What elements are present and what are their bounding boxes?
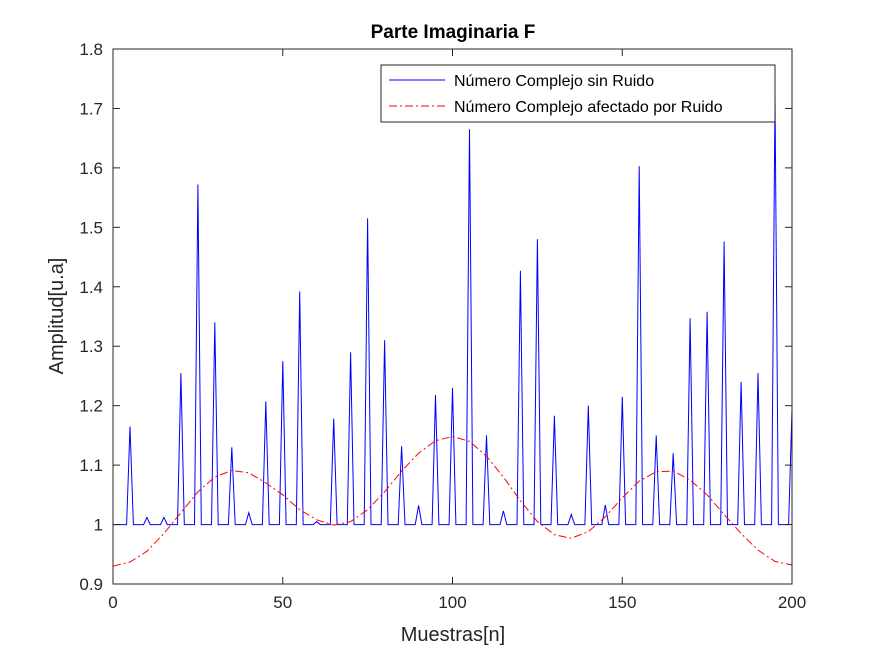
axes-background — [113, 49, 792, 584]
legend-label-afectado: Número Complejo afectado por Ruido — [454, 99, 723, 116]
ticks-layer: 0 50 100 150 200 0.9 1 1.1 1.2 1.3 1.4 1.5 1.6 1.7 1.8 — [79, 40, 806, 612]
y-tick-label-8: 1.7 — [79, 99, 103, 118]
y-tick-label-1: 1 — [94, 516, 103, 535]
x-tick-label-2: 100 — [438, 593, 466, 612]
series-line-sin-ruido — [113, 96, 793, 526]
y-tick-label-2: 1.1 — [79, 456, 103, 475]
x-tick-label-0: 0 — [108, 593, 117, 612]
series-line-afectado — [112, 436, 793, 567]
y-tick-label-3: 1.2 — [79, 397, 103, 416]
y-axis-label: Amplitud[u.a] — [46, 258, 68, 375]
x-tick-label-4: 200 — [778, 593, 806, 612]
y-tick-label-0: 0.9 — [79, 575, 103, 594]
y-tick-label-9: 1.8 — [79, 40, 103, 59]
y-tick-label-5: 1.4 — [79, 278, 103, 297]
legend: Número Complejo sin Ruido Número Complej… — [380, 64, 776, 123]
x-tick-label-1: 50 — [273, 593, 292, 612]
x-tick-label-3: 150 — [608, 593, 636, 612]
chart-title: Parte Imaginaria F — [371, 22, 536, 43]
y-tick-label-6: 1.5 — [79, 218, 103, 237]
x-axis-label: Muestras[n] — [401, 624, 505, 646]
series-layer — [112, 96, 793, 567]
plot-area: 0 50 100 150 200 0.9 1 1.1 1.2 1.3 1.4 1.5 1.6 1.7 1.8 — [79, 40, 806, 612]
legend-box — [380, 64, 776, 123]
y-tick-label-4: 1.3 — [79, 337, 103, 356]
y-tick-label-7: 1.6 — [79, 159, 103, 178]
legend-label-sin-ruido: Número Complejo sin Ruido — [454, 73, 654, 90]
